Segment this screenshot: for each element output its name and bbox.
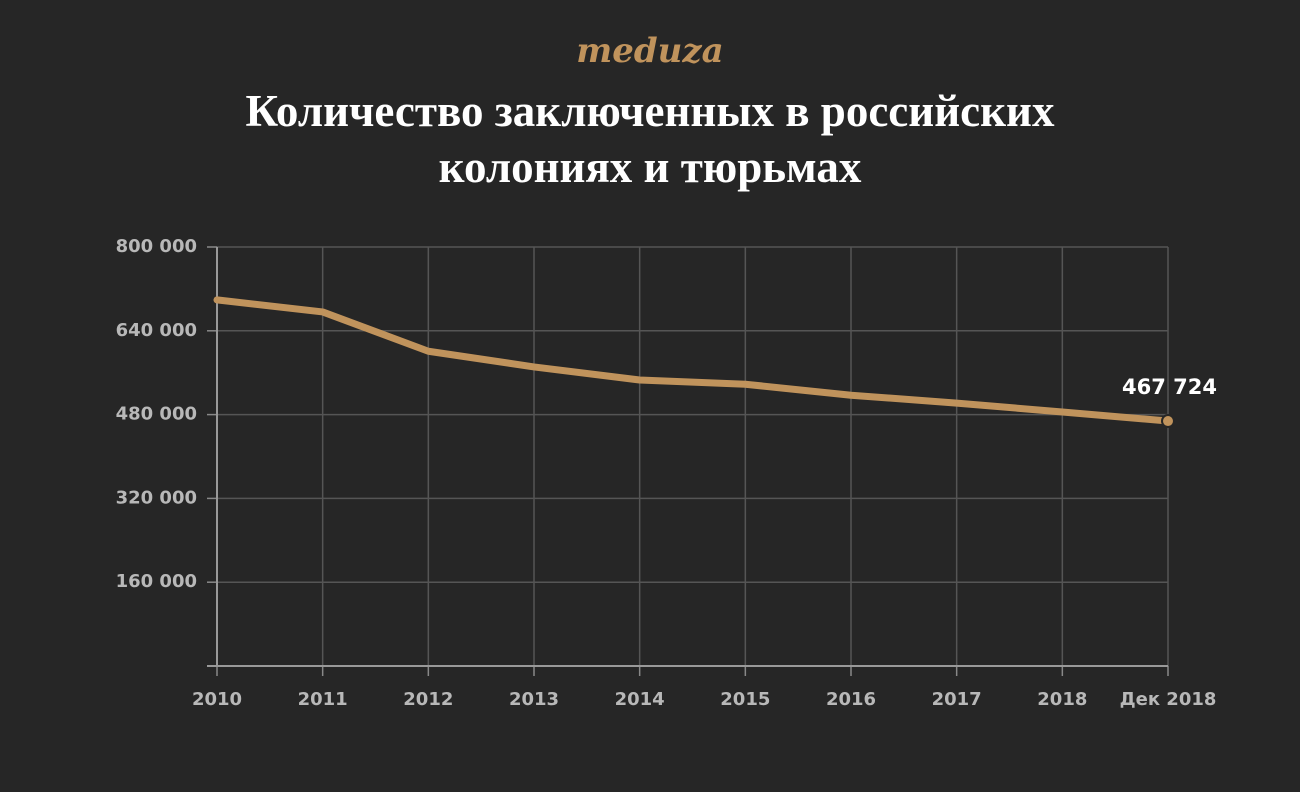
y-tick-label: 480 000 — [116, 404, 197, 425]
x-tick-label: 2011 — [298, 689, 348, 710]
data-line — [213, 296, 1172, 425]
x-tick-label: 2014 — [615, 689, 665, 710]
x-tick-label: Дек 2018 — [1120, 689, 1217, 710]
y-tick-label: 640 000 — [116, 320, 197, 341]
x-tick-label: 2015 — [720, 689, 770, 710]
x-tick-label: 2012 — [403, 689, 453, 710]
data-point — [1161, 414, 1175, 429]
x-tick-label: 2013 — [509, 689, 559, 710]
y-tick-label: 160 000 — [116, 571, 197, 592]
brand-logo: meduza — [576, 31, 723, 71]
y-tick-label: 800 000 — [116, 236, 197, 257]
x-tick-label: 2016 — [826, 689, 876, 710]
chart-title: Количество заключенных в российских колон… — [246, 86, 1055, 192]
y-tick-label: 320 000 — [116, 487, 197, 508]
x-tick-label: 2018 — [1037, 689, 1087, 710]
x-tick-label: 2010 — [192, 689, 242, 710]
value-label: 467 724 — [1122, 375, 1217, 399]
x-tick-label: 2017 — [932, 689, 982, 710]
